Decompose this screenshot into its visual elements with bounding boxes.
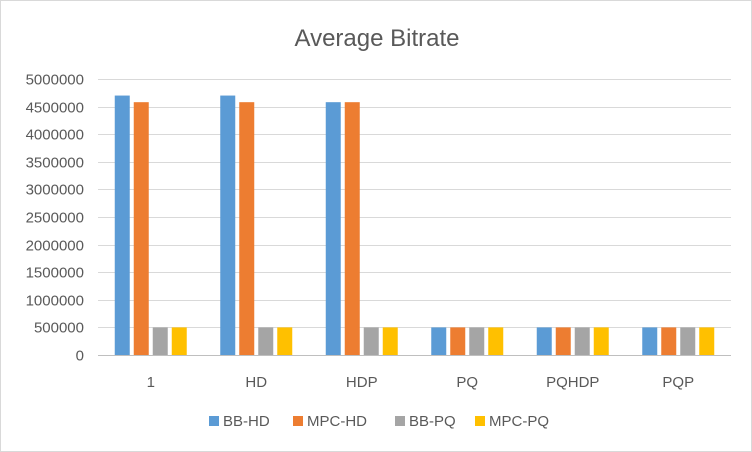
bar-bb-pq-hdp bbox=[363, 327, 379, 355]
bar-bb-pq-pqp bbox=[680, 327, 696, 355]
x-axis-tick-labels: 1 HD HDP PQ PQHDP PQP bbox=[147, 374, 695, 391]
x-tick-label: PQP bbox=[662, 374, 694, 391]
y-tick-label: 4500000 bbox=[26, 100, 84, 117]
bar-mpc-hd-hd bbox=[239, 102, 255, 356]
bar-mpc-hd-pqhdp bbox=[555, 327, 571, 355]
bar-mpc-hd-hdp bbox=[344, 102, 360, 356]
legend-swatch bbox=[475, 416, 485, 426]
legend-swatch bbox=[293, 416, 303, 426]
y-tick-label: 3500000 bbox=[26, 155, 84, 172]
x-tick-label: HD bbox=[245, 374, 267, 391]
legend-item-mpc-hd: MPC-HD bbox=[293, 413, 367, 430]
bar-bb-hd-1 bbox=[114, 95, 130, 355]
bar-mpc-pq-hdp bbox=[382, 327, 398, 355]
y-tick-label: 2500000 bbox=[26, 210, 84, 227]
legend-label: MPC-PQ bbox=[489, 413, 549, 430]
legend-label: MPC-HD bbox=[307, 413, 367, 430]
gridlines bbox=[98, 79, 731, 356]
x-tick-label: PQHDP bbox=[546, 374, 599, 391]
x-tick-label: PQ bbox=[456, 374, 478, 391]
legend-swatch bbox=[395, 416, 405, 426]
y-tick-label: 1000000 bbox=[26, 293, 84, 310]
bar-mpc-pq-pqhdp bbox=[593, 327, 609, 355]
legend-item-bb-hd: BB-HD bbox=[209, 413, 270, 430]
legend-item-mpc-pq: MPC-PQ bbox=[475, 413, 549, 430]
legend-swatch bbox=[209, 416, 219, 426]
legend-label: BB-HD bbox=[223, 413, 270, 430]
bar-mpc-hd-1 bbox=[133, 102, 149, 356]
bar-mpc-hd-pqp bbox=[661, 327, 677, 355]
y-tick-label: 500000 bbox=[34, 320, 84, 337]
x-tick-label: HDP bbox=[346, 374, 378, 391]
y-axis-tick-labels: 0 500000 1000000 1500000 2000000 2500000 30000… bbox=[26, 72, 84, 365]
y-tick-label: 1500000 bbox=[26, 265, 84, 282]
bar-mpc-pq-pqp bbox=[699, 327, 715, 355]
bar-mpc-pq-hd bbox=[277, 327, 293, 355]
bar-bb-hd-pq bbox=[431, 327, 447, 355]
x-tick-label: 1 bbox=[147, 374, 155, 391]
bar-mpc-pq-1 bbox=[171, 327, 187, 355]
bar-bb-pq-hd bbox=[258, 327, 274, 355]
legend: BB-HD MPC-HD BB-PQ MPC-PQ bbox=[209, 413, 549, 430]
bar-mpc-pq-pq bbox=[488, 327, 504, 355]
chart-title: Average Bitrate bbox=[295, 25, 460, 52]
y-tick-label: 0 bbox=[76, 348, 84, 365]
y-tick-label: 3000000 bbox=[26, 182, 84, 199]
legend-item-bb-pq: BB-PQ bbox=[395, 413, 456, 430]
bar-bb-hd-pqhdp bbox=[536, 327, 552, 355]
y-tick-label: 4000000 bbox=[26, 127, 84, 144]
bar-bb-pq-pq bbox=[469, 327, 485, 355]
bar-mpc-hd-pq bbox=[450, 327, 466, 355]
bar-bb-hd-pqp bbox=[642, 327, 658, 355]
y-tick-label: 5000000 bbox=[26, 72, 84, 89]
bar-bb-hd-hd bbox=[220, 95, 236, 355]
bar-bb-hd-hdp bbox=[325, 102, 341, 356]
y-tick-label: 2000000 bbox=[26, 238, 84, 255]
bars bbox=[114, 95, 715, 356]
bar-bb-pq-1 bbox=[152, 327, 168, 355]
legend-label: BB-PQ bbox=[409, 413, 456, 430]
bar-bb-pq-pqhdp bbox=[574, 327, 590, 355]
